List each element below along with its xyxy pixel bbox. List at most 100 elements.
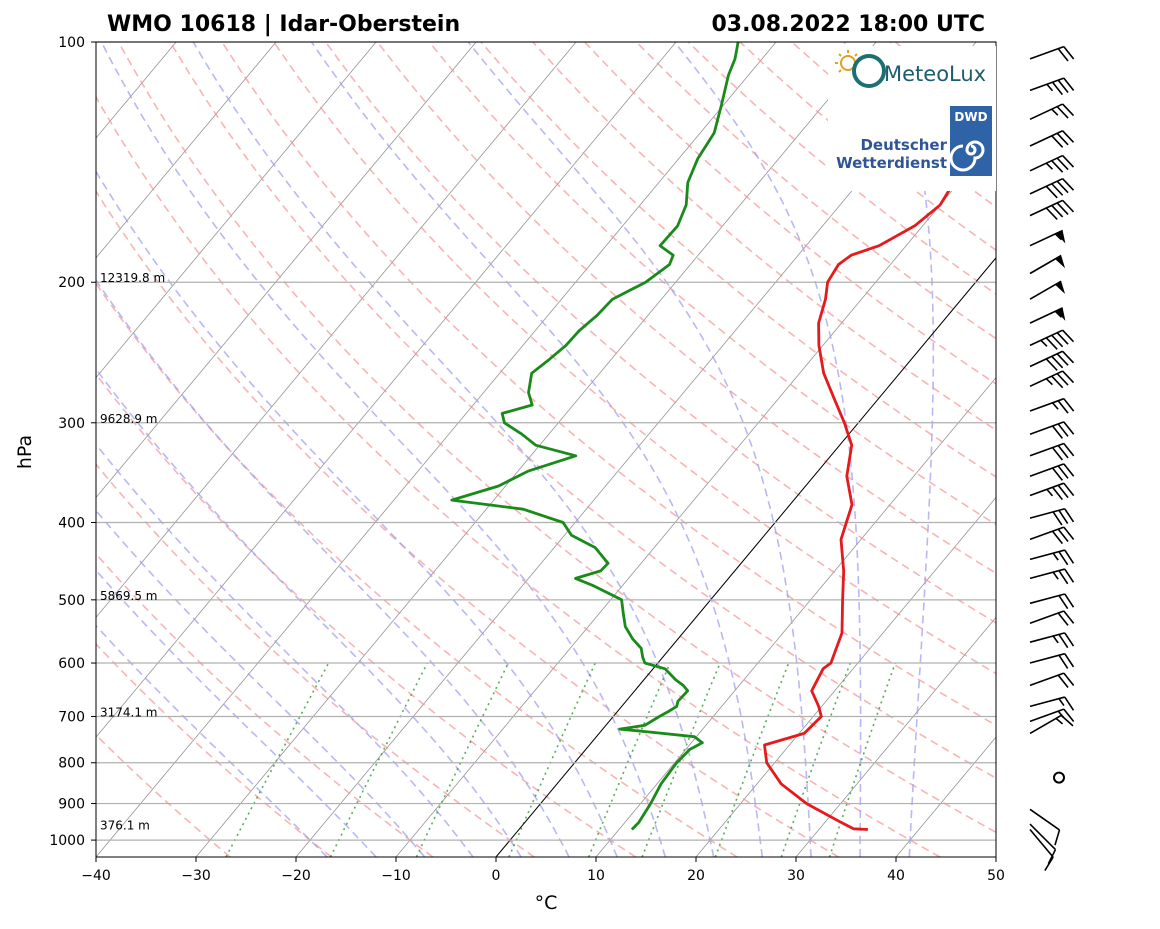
barb-full xyxy=(1051,334,1064,348)
wind-barb xyxy=(1029,254,1066,275)
barb-full xyxy=(1047,849,1057,865)
barb-full xyxy=(1056,373,1069,386)
y-axis-ticks: 100 200 300 400 500 600 700 800 900 1000 xyxy=(49,35,96,849)
barb-full xyxy=(1051,183,1064,196)
barb-full xyxy=(1062,103,1075,117)
isotherm-line xyxy=(96,42,277,259)
moist-adiabat-line xyxy=(96,278,570,857)
moist-adiabat-line xyxy=(96,367,522,857)
barb-full xyxy=(1051,425,1064,439)
barb-full xyxy=(1057,48,1069,62)
zero-isotherm-line xyxy=(495,257,996,857)
dry-adiabat-line xyxy=(96,95,941,857)
barb-full xyxy=(1063,46,1075,60)
isotherm-line xyxy=(595,377,996,857)
x-tick-label: 40 xyxy=(887,868,905,884)
dry-adiabat-line xyxy=(376,42,996,575)
barb-full xyxy=(1056,106,1069,119)
title-station: WMO 10618 | Idar-Oberstein xyxy=(107,12,460,37)
barb-full xyxy=(1057,612,1069,626)
isotherm-line xyxy=(195,42,877,857)
wind-barb xyxy=(1029,610,1075,626)
meteolux-ring-icon xyxy=(852,54,886,88)
barb-full xyxy=(1051,486,1064,501)
x-tick-label: −20 xyxy=(281,868,311,884)
dry-adiabat-line xyxy=(324,42,996,624)
height-label: 5869.5 m xyxy=(100,589,158,603)
barb-full xyxy=(1058,595,1069,610)
barb-half xyxy=(1046,488,1054,497)
wind-barb xyxy=(1029,154,1075,173)
barb-full xyxy=(1057,445,1069,459)
dry-adiabat-line xyxy=(117,42,996,834)
wind-barb xyxy=(1029,808,1061,846)
barb-full xyxy=(1064,568,1075,583)
dry-adiabat-line xyxy=(96,372,637,857)
wind-barb xyxy=(1029,199,1075,221)
wind-barb xyxy=(1029,77,1075,96)
barb-staff xyxy=(1029,549,1065,561)
barb-full xyxy=(1064,632,1075,647)
barb-full xyxy=(1052,511,1063,526)
barb-full xyxy=(1062,178,1075,191)
wind-barb xyxy=(1029,652,1075,669)
wind-barb xyxy=(1029,549,1075,566)
barb-half xyxy=(1045,162,1053,170)
wind-barb xyxy=(1029,593,1075,610)
dwd-spiral-icon xyxy=(949,140,985,172)
moist-adiabat-line xyxy=(310,42,764,857)
wind-barb xyxy=(1029,130,1075,148)
isotherm-line xyxy=(96,42,677,738)
barb-staff xyxy=(1029,568,1065,580)
barb-half xyxy=(1055,717,1064,725)
barb-full xyxy=(1051,375,1064,389)
barb-full xyxy=(1051,447,1064,461)
barb-half xyxy=(1052,571,1059,580)
barb-staff xyxy=(1029,632,1065,643)
height-label: 376.1 m xyxy=(100,819,150,833)
wind-barb xyxy=(1029,229,1066,247)
barb-staff xyxy=(1029,714,1062,735)
x-tick-label: 10 xyxy=(587,868,605,884)
dry-adiabat-line xyxy=(96,282,738,857)
dwd-text-line1: Deutscher xyxy=(860,136,947,154)
barb-full xyxy=(1058,570,1069,585)
barb-full xyxy=(1058,509,1069,524)
barb-staff xyxy=(1029,672,1065,687)
barb-full xyxy=(1045,358,1058,371)
barb-full xyxy=(1063,463,1075,477)
height-label: 12319.8 m xyxy=(100,271,165,285)
barb-staff xyxy=(1029,229,1063,247)
barb-full xyxy=(1064,696,1075,711)
barb-staff xyxy=(1029,130,1063,147)
barb-full xyxy=(1062,199,1075,213)
wind-barb xyxy=(1029,442,1075,461)
barb-full xyxy=(1056,180,1069,194)
barb-full xyxy=(1057,79,1069,94)
barb-full xyxy=(1058,654,1069,669)
barb-full xyxy=(1051,135,1064,148)
barb-half xyxy=(1052,552,1059,561)
isotherm-line xyxy=(96,42,477,499)
barb-full xyxy=(1051,530,1064,545)
mixing-ratio-line xyxy=(780,662,852,857)
barb-full xyxy=(1058,551,1069,566)
dry-adiabat-line xyxy=(96,642,332,857)
background-lines xyxy=(96,42,996,857)
barb-full xyxy=(1045,207,1058,221)
moist-adiabat-line xyxy=(192,42,715,857)
height-label: 9628.9 m xyxy=(100,412,158,426)
barb-staff xyxy=(1029,254,1062,275)
barb-half xyxy=(1052,635,1059,644)
x-tick-label: 30 xyxy=(787,868,805,884)
dry-adiabat-line xyxy=(96,552,434,857)
barb-flag xyxy=(1055,281,1066,294)
barb-full xyxy=(1057,528,1069,543)
y-tick-label: 400 xyxy=(58,515,85,531)
barb-staff xyxy=(1029,696,1065,708)
barb-staff xyxy=(1029,652,1065,664)
y-tick-label: 600 xyxy=(58,656,85,672)
barb-full xyxy=(1057,465,1069,479)
barb-full xyxy=(1062,130,1075,143)
